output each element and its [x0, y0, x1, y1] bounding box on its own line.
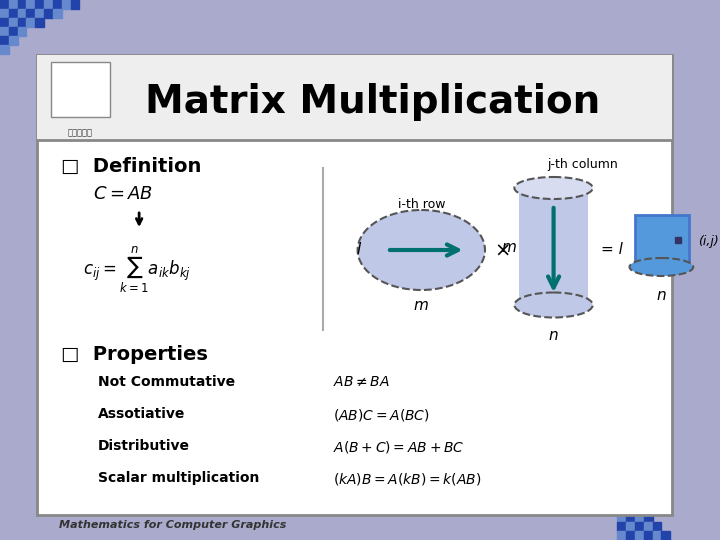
Bar	[9, 18, 17, 27]
Text: l: l	[356, 242, 361, 258]
Text: □  Definition: □ Definition	[60, 157, 201, 176]
Text: j-th column: j-th column	[548, 158, 618, 171]
Text: n: n	[549, 328, 559, 343]
Text: Not Commutative: Not Commutative	[98, 375, 235, 389]
Text: $\times$: $\times$	[494, 240, 510, 260]
Bar	[35, 0, 44, 9]
Bar	[9, 0, 17, 9]
Bar	[652, 522, 662, 531]
Bar	[0, 27, 9, 36]
Bar	[626, 522, 635, 531]
Text: Matrix Multiplication: Matrix Multiplication	[145, 83, 600, 121]
Text: □  Properties: □ Properties	[60, 345, 207, 364]
Bar	[617, 522, 626, 531]
Bar	[626, 504, 635, 513]
Ellipse shape	[514, 293, 593, 318]
Bar	[662, 531, 670, 540]
Ellipse shape	[514, 177, 593, 199]
Bar	[35, 9, 44, 18]
Text: $(kA)B = A(kB) = k(AB)$: $(kA)B = A(kB) = k(AB)$	[333, 471, 482, 487]
Text: Mathematics for Computer Graphics: Mathematics for Computer Graphics	[59, 520, 286, 530]
Bar	[617, 531, 626, 540]
Bar	[37, 55, 672, 140]
Bar	[35, 18, 44, 27]
Bar	[644, 522, 652, 531]
Bar	[635, 215, 689, 267]
Ellipse shape	[358, 210, 485, 290]
Bar	[635, 513, 644, 522]
Bar	[17, 0, 27, 9]
Text: m: m	[501, 240, 516, 255]
Ellipse shape	[629, 258, 693, 276]
Bar	[626, 495, 635, 504]
Bar	[62, 0, 71, 9]
Bar	[0, 36, 9, 45]
Bar	[635, 531, 644, 540]
Bar	[17, 9, 27, 18]
Bar	[44, 9, 53, 18]
Bar	[27, 18, 35, 27]
Bar	[37, 55, 672, 515]
Bar	[626, 486, 635, 495]
Text: Distributive: Distributive	[98, 439, 190, 453]
Bar	[626, 513, 635, 522]
Text: $c_{ij} = \sum_{k=1}^{n} a_{ik}b_{kj}$: $c_{ij} = \sum_{k=1}^{n} a_{ik}b_{kj}$	[84, 245, 192, 295]
Bar	[9, 9, 17, 18]
Bar	[635, 522, 644, 531]
Bar	[652, 531, 662, 540]
Bar	[635, 504, 644, 513]
Bar	[9, 36, 17, 45]
Bar	[9, 27, 17, 36]
Bar	[17, 18, 27, 27]
Bar	[617, 504, 626, 513]
Bar	[17, 27, 27, 36]
Text: 고려대학교: 고려대학교	[68, 128, 93, 137]
Bar	[0, 9, 9, 18]
Bar	[51, 62, 109, 117]
Bar	[0, 18, 9, 27]
Bar	[0, 45, 9, 54]
Bar	[519, 185, 588, 305]
Bar	[27, 0, 35, 9]
Bar	[617, 513, 626, 522]
Bar	[53, 0, 62, 9]
Text: Scalar multiplication: Scalar multiplication	[98, 471, 259, 485]
Text: $(AB)C = A(BC)$: $(AB)C = A(BC)$	[333, 407, 430, 423]
Bar	[0, 0, 9, 9]
Bar	[644, 531, 652, 540]
Bar	[53, 9, 62, 18]
Text: m: m	[414, 298, 428, 313]
Bar	[617, 495, 626, 504]
Bar	[71, 0, 79, 9]
Text: = l: = l	[601, 242, 624, 258]
Bar	[626, 531, 635, 540]
Text: (i,j): (i,j)	[698, 235, 719, 248]
Text: n: n	[657, 288, 666, 303]
Bar	[27, 9, 35, 18]
Text: $A(B + C) = AB + BC$: $A(B + C) = AB + BC$	[333, 439, 464, 455]
Bar	[44, 0, 53, 9]
Text: $AB \neq BA$: $AB \neq BA$	[333, 375, 390, 389]
Text: Assotiative: Assotiative	[98, 407, 185, 421]
Text: i-th row: i-th row	[397, 198, 445, 211]
Bar	[644, 513, 652, 522]
Text: $C = AB$: $C = AB$	[93, 185, 153, 203]
